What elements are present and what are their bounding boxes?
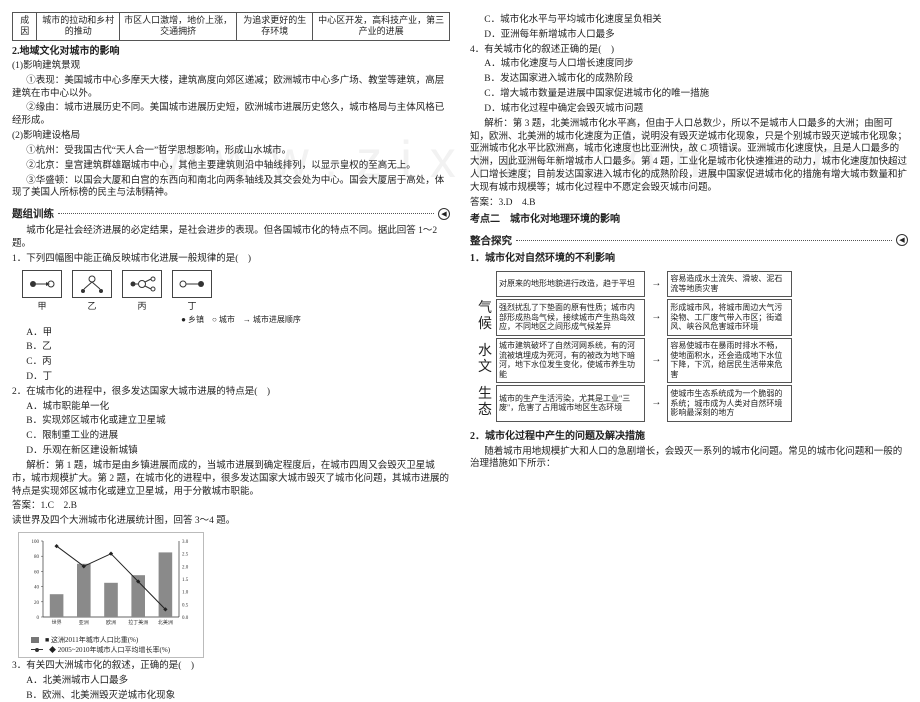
sub1: (1)影响建筑景观 (12, 60, 450, 73)
tc-4: 为追求更好的生存环境 (237, 13, 313, 41)
q4d: D．城市化过程中确定会毁灭城市问题 (470, 103, 908, 116)
row-prefix: 水文 (476, 338, 494, 382)
svg-text:拉丁美洲: 拉丁美洲 (128, 619, 148, 626)
tc-5: 中心区开发，高科技产业，第三产业的进展 (313, 13, 450, 41)
chart-intro: 读世界及四个大洲城市化进展统计图，回答 3～4 题。 (12, 515, 450, 528)
q4a: A．城市化速度与人口增长速度同步 (470, 58, 908, 71)
svg-text:2.5: 2.5 (182, 553, 189, 558)
map-left-cell: 城市的生产生活污染，尤其是工业"三废"，危害了占用城市地区生态环境 (496, 385, 645, 423)
svg-text:60: 60 (34, 570, 40, 575)
map-right-cell: 容易使城市在暴雨时排水不畅，使地面积水，还会造成地下水位下降，下沉，给居民生活带… (667, 338, 792, 382)
sec2h: 2．城市化过程中产生的问题及解决措施 (470, 430, 908, 444)
drill-title-bar: 题组训练 ◀ (12, 206, 450, 221)
svg-text:0.0: 0.0 (182, 616, 189, 621)
arrow-icon: → (647, 385, 665, 423)
svg-text:世界: 世界 (52, 619, 62, 626)
tc-1: 成因 (13, 13, 37, 41)
svg-text:0: 0 (37, 616, 40, 621)
q3a: A．北美洲城市人口最多 (12, 675, 450, 688)
q1: 1．下列四幅图中能正确反映城市化进展一般规律的是( ) (12, 253, 450, 266)
arrow-icon: → (647, 271, 665, 296)
map-left-cell: 强烈扰乱了下垫面的原有性质；城市内部形成热岛气候，接续城市产生热岛效应，不同地区… (496, 299, 645, 337)
ans12: 答案：1.C 2.B (12, 500, 450, 513)
svg-text:1.5: 1.5 (182, 578, 189, 583)
p3: ①杭州：受我国古代“天人合一”哲学思想影响，形成山水城市。 (12, 145, 450, 158)
svg-text:2.0: 2.0 (182, 565, 189, 570)
mini-c: 丙 (122, 270, 162, 312)
svg-text:欧洲: 欧洲 (106, 619, 116, 626)
tc-2: 城市的拉动和乡村的推动 (37, 13, 120, 41)
cause-table: 成因 城市的拉动和乡村的推动 市区人口激增，地价上涨，交通拥挤 为追求更好的生存… (12, 12, 450, 41)
q3: 3．有关四大洲城市化的叙述，正确的是( ) (12, 660, 450, 673)
svg-text:40: 40 (34, 586, 40, 591)
tc-3: 市区人口激增，地价上涨，交通拥挤 (119, 13, 236, 41)
q4: 4．有关城市化的叙述正确的是( ) (470, 44, 908, 57)
map-right-cell: 形成城市风，将城市周边大气污染物、工厂废气带入市区；街道风、峡谷风危害城市环境 (667, 299, 792, 337)
q4b: B．发达国家进入城市化的成熟阶段 (470, 73, 908, 86)
mini-legend: ● 乡镇 ○ 城市 → 城市进展顺序 (32, 314, 450, 325)
mini-a: 甲 (22, 270, 62, 312)
q2: 2．在城市化的进程中，很多发达国家大城市进展的特点是( ) (12, 386, 450, 399)
q1d: D．丁 (12, 371, 450, 384)
kaodian: 考点二 城市化对地理环境的影响 (470, 213, 908, 227)
q3c: C．城市化水平与平均城市化速度呈负相关 (470, 14, 908, 27)
q1c: C．丙 (12, 356, 450, 369)
q2c: C．限制重工业的进展 (12, 430, 450, 443)
row-prefix: 气候 (476, 299, 494, 337)
zhengheline: 整合探究 ◀ (470, 233, 908, 248)
q3b: B．欧洲、北美洲毁灭逆城市化现象 (12, 690, 450, 702)
svg-text:20: 20 (34, 601, 40, 606)
left-column: 成因 城市的拉动和乡村的推动 市区人口激增，地价上涨，交通拥挤 为追求更好的生存… (12, 12, 450, 639)
dots-icon (58, 213, 434, 214)
svg-text:1.0: 1.0 (182, 591, 189, 596)
p-end: 随着城市用地规模扩大和人口的急剧增长，会毁灭一系列的城市化问题。常见的城市化问题… (470, 446, 908, 472)
svg-text:0.5: 0.5 (182, 603, 189, 608)
chart-legend: ■ 这洲2011年城市人口比重(%) (31, 635, 201, 645)
q2a: A．城市职能单一化 (12, 401, 450, 414)
ans34: 答案：3.D 4.B (470, 197, 908, 210)
right-column: C．城市化水平与平均城市化速度呈负相关 D．亚洲每年新增城市人口最多 4．有关城… (470, 12, 908, 639)
dots2-icon (516, 240, 892, 241)
left-arrow2-icon: ◀ (896, 234, 908, 246)
map-left-cell: 城市建筑破坏了自然河网系统，有的河流被填埋成为死河，有的被改为地下暗河，地下水位… (496, 338, 645, 382)
mini-diagram-row: 甲 乙 丙 丁 (22, 270, 450, 312)
svg-text:80: 80 (34, 555, 40, 560)
svg-text:北美洲: 北美洲 (158, 619, 173, 626)
expl12: 解析：第 1 题，城市是由乡镇进展而成的，当城市进展到确定程度后，在城市四周又会… (12, 460, 450, 498)
concept-map: 对原来的地形地貌进行改造，趋于平坦→容易造成水土流失、滑坡、泥石流等地质灾害气候… (474, 269, 794, 424)
q-intro: 城市化是社会经济进展的必定结果，是社会进步的表现。但各国城市化的特点不同。据此回… (12, 225, 450, 251)
sub2: (2)影响建设格局 (12, 130, 450, 143)
q4c: C．增大城市数量是进展中国家促进城市化的唯一措施 (470, 88, 908, 101)
sec1h: 1．城市化对自然环境的不利影响 (470, 252, 908, 266)
left-arrow-icon: ◀ (438, 208, 450, 220)
sec2-heading: 2.地域文化对城市的影响 (12, 45, 450, 59)
bar-line-chart: 0 20 40 60 80 100 0.0 0.5 1.0 1.5 2.0 2.5 3.0 世界 亚洲 欧洲 拉… (18, 532, 204, 658)
q1b: B．乙 (12, 341, 450, 354)
mini-d: 丁 (172, 270, 212, 312)
p2: ②缘由：城市进展历史不同。美国城市进展历史短，欧洲城市进展历史悠久，城市格局与主… (12, 102, 450, 128)
arrow-icon: → (647, 299, 665, 337)
p5: ③华盛顿：以国会大厦和白宫的东西向和南北向两条轴线及其交会处为中心。国会大厦居于… (12, 175, 450, 201)
map-left-cell: 对原来的地形地貌进行改造，趋于平坦 (496, 271, 645, 296)
map-right-cell: 使城市生态系统成为一个脆弱的系统；城市成为人类对自然环境影响最深刻的地方 (667, 385, 792, 423)
p1: ①表现：美国城市中心多摩天大楼，建筑高度向郊区递减；欧洲城市中心多广场、教堂等建… (12, 75, 450, 101)
svg-text:亚洲: 亚洲 (79, 620, 89, 626)
q2b: B．实现郊区城市化或建立卫星城 (12, 415, 450, 428)
drill-title-label: 题组训练 (12, 206, 54, 221)
svg-text:100: 100 (32, 540, 40, 545)
chart-legend2: ◆ 2005~2010年城市人口平均增长率(%) (31, 645, 201, 655)
mini-b: 乙 (72, 270, 112, 312)
q2d: D．乐观在新区建设新城镇 (12, 445, 450, 458)
svg-text:3.0: 3.0 (182, 540, 189, 545)
map-right-cell: 容易造成水土流失、滑坡、泥石流等地质灾害 (667, 271, 792, 296)
q3d: D．亚洲每年新增城市人口最多 (470, 29, 908, 42)
zh-label: 整合探究 (470, 233, 512, 248)
p4: ②北京：皇宫建筑群雄踞城市中心，其他主要建筑则沿中轴线排列，以显示皇权的至高无上… (12, 160, 450, 173)
expl34: 解析：第 3 题，北美洲城市化水平高，但由于人口总数少，所以不是城市人口最多的大… (470, 118, 908, 195)
q1a: A．甲 (12, 327, 450, 340)
row-prefix: 生态 (476, 385, 494, 423)
arrow-icon: → (647, 338, 665, 382)
